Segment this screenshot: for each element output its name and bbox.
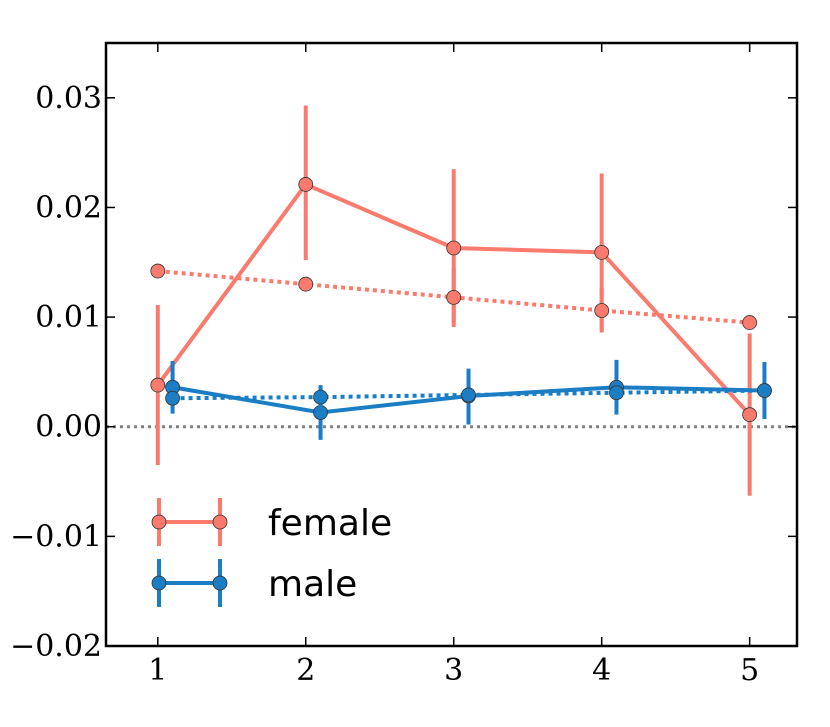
y-tick-label: 0.02: [35, 190, 102, 225]
legend-marker-female: [151, 514, 167, 530]
female-fitted-marker: [594, 303, 610, 318]
female-fitted-marker: [742, 315, 758, 330]
female-fitted-marker: [446, 289, 462, 305]
legend-marker-female: [212, 514, 228, 530]
female-observed-marker: [742, 407, 758, 423]
x-tick-label: 1: [148, 653, 167, 688]
legend: female male: [151, 498, 392, 607]
male-fitted-marker: [757, 383, 772, 398]
legend-marker-male: [212, 575, 228, 591]
female-fitted-marker: [298, 276, 314, 292]
female-observed-marker: [594, 245, 610, 260]
male-fitted-marker: [165, 390, 180, 406]
female-observed-marker: [150, 377, 166, 393]
male-fitted-marker: [609, 385, 624, 401]
x-tick-label: 3: [444, 653, 463, 688]
legend-label-male: male: [268, 564, 357, 605]
male-fitted-line: [172, 388, 765, 401]
x-tick-label: 2: [296, 653, 315, 688]
female-observed-marker: [446, 240, 462, 256]
x-tick-label: 5: [740, 653, 759, 688]
y-tick-label: 0.01: [35, 300, 102, 335]
x-tick-label: 4: [592, 653, 611, 688]
y-tick-label: 0.00: [35, 410, 102, 445]
y-tick-label: 0.03: [35, 81, 102, 116]
axis-ticks: −0.02 −0.01 0.00 0.01 0.02 0.03 1 2 3 4 5: [10, 43, 797, 688]
male-fitted-marker: [461, 387, 476, 403]
female-observed-marker: [298, 177, 314, 192]
legend-label-female: female: [268, 503, 392, 544]
female-fitted-marker: [150, 263, 166, 279]
y-tick-label: −0.01: [10, 519, 102, 554]
male-fitted-marker: [313, 389, 328, 405]
plot-frame: [104, 41, 799, 648]
legend-marker-male: [151, 575, 167, 591]
y-tick-label: −0.02: [10, 629, 102, 664]
plot-area: [106, 105, 797, 496]
